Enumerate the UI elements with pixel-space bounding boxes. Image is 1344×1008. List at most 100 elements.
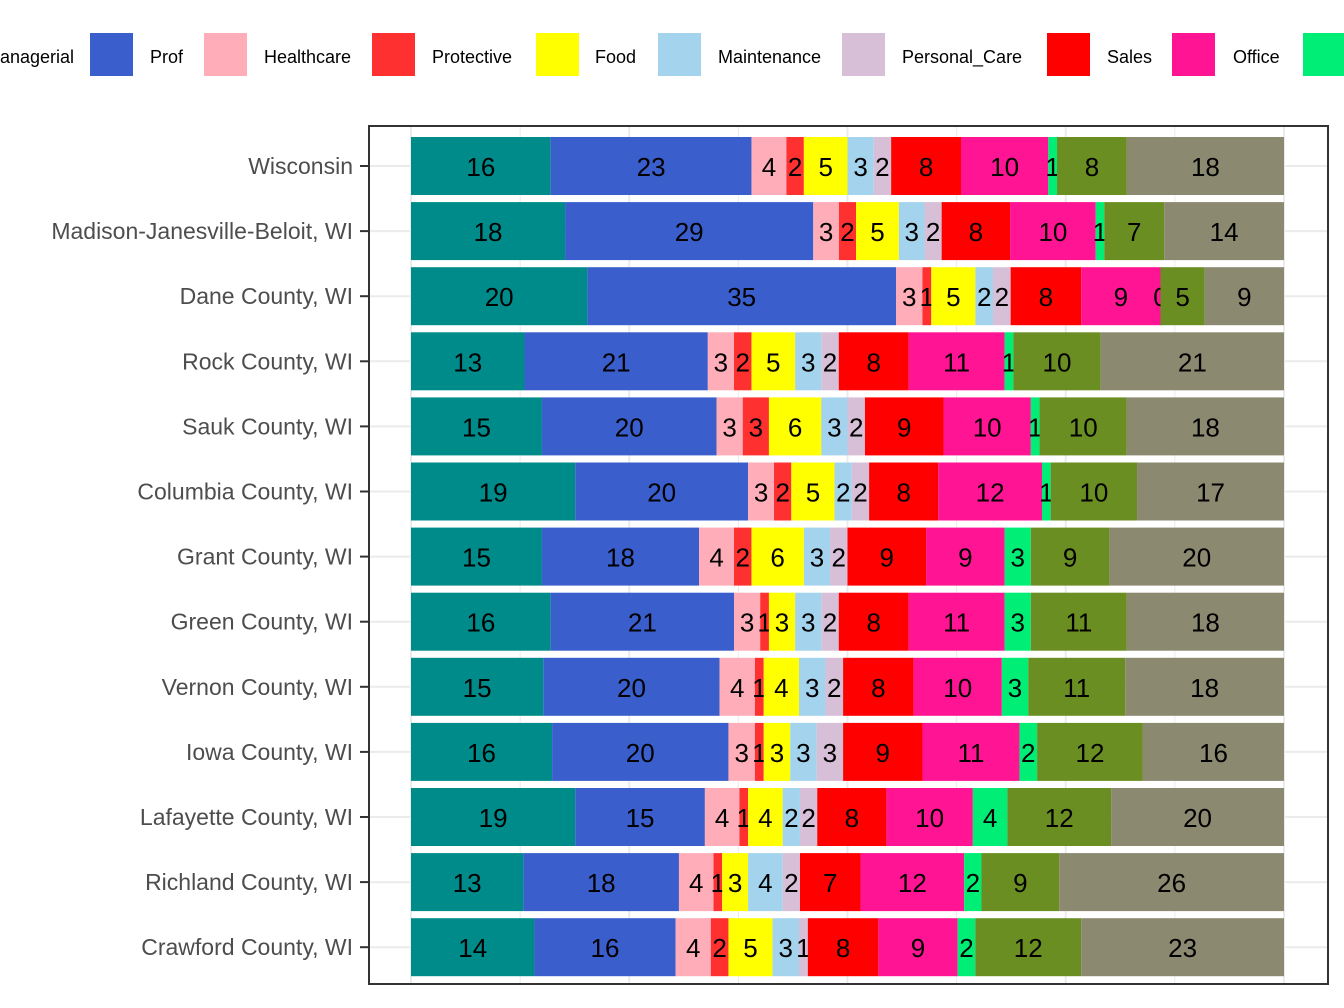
bar-value-label: 18 <box>1191 152 1220 182</box>
bar-value-label: 9 <box>876 738 890 768</box>
bar-value-label: 3 <box>827 412 841 442</box>
bar-value-label: 2 <box>788 152 802 182</box>
bar-segment <box>1126 397 1284 456</box>
bar-value-label: 4 <box>762 152 776 182</box>
bar-segment <box>713 853 723 912</box>
bar-segment <box>710 918 729 977</box>
bar-segment <box>1041 462 1051 521</box>
bar-segment <box>834 462 852 521</box>
bar-value-label: 3 <box>902 282 916 312</box>
bar-value-label: 10 <box>973 412 1002 442</box>
bar-value-label: 8 <box>1085 152 1099 182</box>
bar-segment <box>1010 267 1082 326</box>
bar-segment <box>873 137 892 195</box>
bar-segment <box>864 397 944 456</box>
bar-value-label: 13 <box>453 347 482 377</box>
bar-segment <box>795 332 822 391</box>
bar-value-label: 26 <box>1157 868 1186 898</box>
bar-segment <box>908 332 1005 391</box>
bar-segment <box>1050 462 1138 521</box>
bar-segment <box>704 788 740 846</box>
bar-value-label: 2 <box>849 412 863 442</box>
bar-value-label: 23 <box>1168 933 1197 963</box>
bar-segment <box>869 462 939 521</box>
bar-segment <box>699 527 735 586</box>
bar-segment <box>1137 462 1284 521</box>
bar-value-label: 3 <box>853 152 867 182</box>
bar-value-label: 10 <box>990 152 1019 182</box>
legend-swatch <box>842 33 885 76</box>
bar-value-label: 3 <box>734 738 748 768</box>
bar-value-label: 20 <box>615 412 644 442</box>
bar-value-label: 9 <box>911 933 925 963</box>
bar-segment <box>791 462 835 521</box>
bar-value-label: 11 <box>957 738 984 768</box>
bar-segment <box>411 462 576 521</box>
bar-segment <box>678 853 714 912</box>
bar-value-label: 1 <box>757 608 771 638</box>
bar-segment <box>1095 202 1105 261</box>
legend-label: Sales <box>1107 47 1152 67</box>
bar-value-label: 35 <box>727 282 756 312</box>
bar-segment <box>1164 202 1284 261</box>
bar-value-label: 2 <box>712 933 726 963</box>
bar-value-label: 4 <box>774 673 788 703</box>
legend-label: Personal_Care <box>902 47 1022 68</box>
bar-segment <box>728 918 773 977</box>
bar-value-label: 15 <box>462 543 491 573</box>
bar-value-label: 2 <box>836 478 850 508</box>
y-tick-label: Rock County, WI <box>182 348 353 374</box>
bar-segment <box>1059 853 1284 912</box>
bar-value-label: 8 <box>866 347 880 377</box>
bar-value-label: 20 <box>617 673 646 703</box>
bar-segment <box>830 527 848 586</box>
legend-label: Office <box>1233 47 1280 67</box>
bar-segment <box>751 527 804 586</box>
bar-segment <box>838 202 857 261</box>
bar-value-label: 5 <box>818 152 832 182</box>
y-tick-label: Madison-Janesville-Beloit, WI <box>51 218 353 244</box>
bar-value-label: 17 <box>1196 478 1225 508</box>
bar-segment <box>1126 592 1284 651</box>
bar-value-label: 19 <box>479 478 508 508</box>
bar-segment <box>1039 397 1127 456</box>
bar-value-label: 8 <box>969 217 983 247</box>
bar-value-label: 20 <box>485 282 514 312</box>
bar-segment <box>799 788 818 846</box>
bar-value-label: 11 <box>1063 673 1090 703</box>
bar-segment <box>847 527 927 586</box>
bar-segment <box>411 657 544 716</box>
legend-label: Protective <box>432 47 512 67</box>
bar-segment <box>896 267 923 326</box>
bar-value-label: 2 <box>832 543 846 573</box>
bar-value-label: 3 <box>779 933 793 963</box>
bar-segment <box>1013 332 1101 391</box>
bar-segment <box>728 722 755 781</box>
bar-value-label: 18 <box>606 543 635 573</box>
bar-segment <box>1126 137 1284 195</box>
legend-swatch <box>90 33 133 76</box>
bar-segment <box>803 527 831 586</box>
bar-value-label: 3 <box>714 347 728 377</box>
bar-value-label: 1 <box>1039 478 1053 508</box>
bar-segment <box>1028 657 1126 716</box>
bar-value-label: 9 <box>1063 543 1077 573</box>
bar-segment <box>922 267 932 326</box>
bar-value-label: 1 <box>920 282 934 312</box>
bar-value-label: 10 <box>1069 412 1098 442</box>
bar-segment <box>821 592 839 651</box>
bar-segment <box>1030 397 1040 456</box>
bar-value-label: 10 <box>943 673 972 703</box>
bar-value-label: 4 <box>758 803 772 833</box>
bar-value-label: 5 <box>946 282 960 312</box>
bar-segment <box>411 137 551 195</box>
y-tick-label: Vernon County, WI <box>162 674 353 700</box>
bar-segment <box>411 788 576 846</box>
bar-value-label: 1 <box>796 933 810 963</box>
bar-value-label: 2 <box>977 282 991 312</box>
bar-segment <box>411 918 535 977</box>
bar-value-label: 15 <box>626 803 655 833</box>
bar-value-label: 4 <box>983 803 997 833</box>
bar-segment <box>541 527 700 586</box>
bar-value-label: 3 <box>754 478 768 508</box>
